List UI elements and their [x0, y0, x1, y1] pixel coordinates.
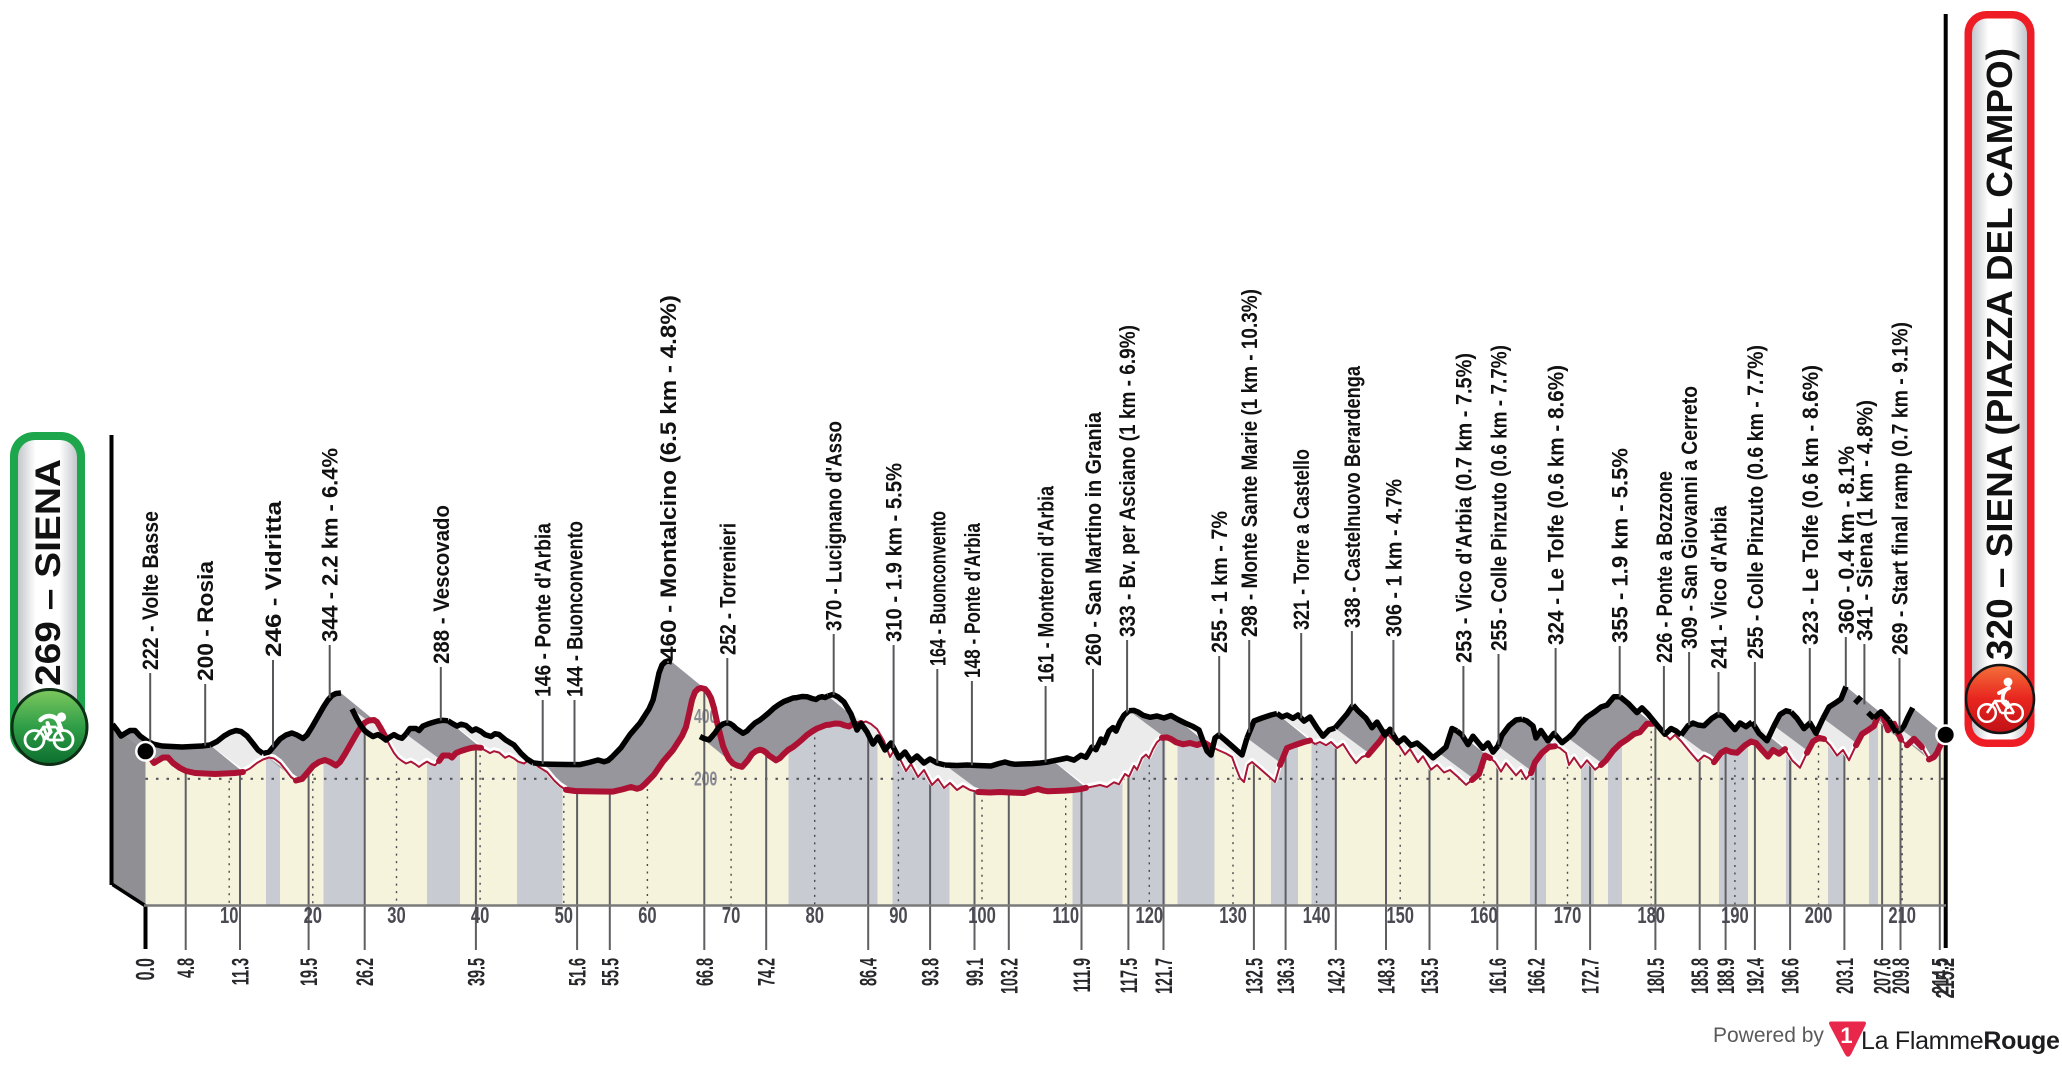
svg-text:144 - Buonconvento: 144 - Buonconvento	[563, 521, 588, 697]
svg-text:338 - Castelnuovo Berardenga: 338 - Castelnuovo Berardenga	[1340, 366, 1365, 628]
svg-text:255 - 1 km - 7%: 255 - 1 km - 7%	[1207, 511, 1232, 653]
svg-text:203.1: 203.1	[1832, 958, 1859, 994]
svg-text:132.5: 132.5	[1242, 958, 1269, 994]
svg-text:344 - 2.2 km - 6.4%: 344 - 2.2 km - 6.4%	[318, 448, 343, 642]
svg-text:323 - Le Tolfe (0.6 km - 8.6%): 323 - Le Tolfe (0.6 km - 8.6%)	[1798, 365, 1823, 645]
svg-text:460 - Montalcino (6.5 km - 4.8: 460 - Montalcino (6.5 km - 4.8%)	[656, 295, 681, 660]
svg-text:0.0: 0.0	[130, 958, 160, 980]
svg-text:93.8: 93.8	[918, 958, 945, 986]
svg-text:309 - San Giovanni a Cerreto: 309 - San Giovanni a Cerreto	[1677, 386, 1702, 649]
svg-text:320 – SIENA (PIAZZA DEL CAMPO): 320 – SIENA (PIAZZA DEL CAMPO)	[1979, 48, 2020, 660]
svg-text:306 - 1 km - 4.7%: 306 - 1 km - 4.7%	[1381, 479, 1406, 637]
svg-text:370 - Lucignano d'Asso: 370 - Lucignano d'Asso	[822, 421, 847, 631]
svg-text:Powered by: Powered by	[1713, 1024, 1824, 1047]
svg-text:74.2: 74.2	[754, 958, 781, 986]
svg-text:40: 40	[471, 903, 489, 928]
svg-text:161 - Monteroni d'Arbia: 161 - Monteroni d'Arbia	[1034, 486, 1059, 683]
svg-text:161.6: 161.6	[1485, 958, 1512, 994]
svg-text:90: 90	[889, 903, 907, 928]
svg-text:120: 120	[1135, 903, 1163, 928]
svg-text:140: 140	[1303, 903, 1331, 928]
svg-text:246 - Vidritta: 246 - Vidritta	[261, 500, 286, 657]
svg-text:117.5: 117.5	[1116, 958, 1143, 993]
svg-text:260 - San Martino in Grania: 260 - San Martino in Grania	[1081, 412, 1106, 666]
svg-text:1: 1	[1840, 1023, 1852, 1048]
svg-text:148 - Ponte d'Arbia: 148 - Ponte d'Arbia	[960, 523, 985, 678]
svg-text:66.8: 66.8	[692, 958, 719, 986]
svg-text:153.5: 153.5	[1417, 958, 1444, 994]
svg-text:121.7: 121.7	[1151, 958, 1178, 994]
svg-text:324 - Le Tolfe (0.6 km - 8.6%): 324 - Le Tolfe (0.6 km - 8.6%)	[1544, 365, 1569, 645]
svg-text:188.9: 188.9	[1713, 958, 1740, 994]
svg-text:80: 80	[805, 903, 823, 928]
svg-text:55.5: 55.5	[598, 958, 625, 986]
svg-text:222 - Volte Basse: 222 - Volte Basse	[138, 511, 163, 670]
svg-text:207.6: 207.6	[1870, 958, 1897, 994]
svg-text:19.5: 19.5	[296, 958, 323, 986]
svg-text:20: 20	[304, 903, 322, 928]
svg-text:190: 190	[1721, 903, 1749, 928]
svg-text:166.2: 166.2	[1524, 958, 1551, 994]
svg-text:269 - Start final ramp (0.7 km: 269 - Start final ramp (0.7 km - 9.1%)	[1888, 322, 1913, 655]
svg-text:215.2: 215.2	[1930, 958, 1960, 998]
svg-text:50: 50	[555, 903, 573, 928]
svg-text:226 - Ponte a Bozzone: 226 - Ponte a Bozzone	[1652, 471, 1677, 663]
svg-text:252 - Torrenieri: 252 - Torrenieri	[715, 523, 740, 655]
svg-text:192.4: 192.4	[1743, 958, 1770, 994]
svg-text:146 - Ponte d'Arbia: 146 - Ponte d'Arbia	[531, 523, 556, 697]
svg-text:39.5: 39.5	[464, 958, 491, 986]
svg-text:26.2: 26.2	[353, 958, 380, 986]
svg-text:310 - 1.9 km - 5.5%: 310 - 1.9 km - 5.5%	[882, 463, 907, 642]
svg-text:209.8: 209.8	[1888, 958, 1915, 994]
svg-text:148.3: 148.3	[1374, 958, 1401, 994]
svg-text:253 - Vico d'Arbia (0.7 km - 7: 253 - Vico d'Arbia (0.7 km - 7.5%)	[1451, 353, 1476, 663]
svg-text:51.6: 51.6	[565, 958, 592, 986]
svg-text:200 - Rosia: 200 - Rosia	[193, 561, 218, 681]
svg-text:11.3: 11.3	[228, 958, 255, 985]
svg-text:111.9: 111.9	[1069, 958, 1096, 992]
svg-text:99.1: 99.1	[962, 958, 989, 986]
svg-text:10: 10	[220, 903, 238, 928]
svg-text:196.6: 196.6	[1778, 958, 1805, 994]
svg-text:La FlammeRouge: La FlammeRouge	[1861, 1027, 2060, 1055]
svg-text:360 - 0.4 km - 8.1%: 360 - 0.4 km - 8.1%	[1834, 446, 1859, 634]
svg-text:269 – SIENA: 269 – SIENA	[29, 459, 68, 686]
svg-text:200: 200	[1805, 903, 1833, 928]
svg-text:214.5: 214.5	[1928, 958, 1955, 994]
svg-text:255 - Colle Pinzuto (0.6 km -: 255 - Colle Pinzuto (0.6 km - 7.7%)	[1743, 345, 1768, 659]
svg-text:4.8: 4.8	[174, 958, 201, 978]
svg-text:60: 60	[638, 903, 656, 928]
svg-text:341 - Siena (1 km - 4.8%): 341 - Siena (1 km - 4.8%)	[1852, 400, 1877, 641]
svg-text:241 - Vico d'Arbia: 241 - Vico d'Arbia	[1707, 506, 1732, 669]
svg-text:333 - Bv. per Asciano (1 km -: 333 - Bv. per Asciano (1 km - 6.9%)	[1115, 325, 1140, 637]
svg-text:164 - Buonconvento: 164 - Buonconvento	[925, 511, 950, 666]
svg-text:160: 160	[1470, 903, 1498, 928]
svg-text:136.3: 136.3	[1273, 958, 1300, 994]
svg-text:355 - 1.9 km - 5.5%: 355 - 1.9 km - 5.5%	[1608, 448, 1633, 643]
svg-text:142.3: 142.3	[1324, 958, 1351, 994]
svg-text:321 - Torre a Castello: 321 - Torre a Castello	[1289, 449, 1314, 630]
svg-text:130: 130	[1219, 903, 1247, 928]
svg-text:150: 150	[1386, 903, 1414, 928]
svg-text:298 - Monte Sante Marie (1 km: 298 - Monte Sante Marie (1 km - 10.3%)	[1237, 289, 1262, 637]
svg-text:86.4: 86.4	[856, 958, 883, 986]
svg-text:70: 70	[722, 903, 740, 928]
svg-text:180.5: 180.5	[1643, 958, 1670, 994]
svg-text:110: 110	[1052, 903, 1079, 928]
svg-text:210: 210	[1888, 903, 1916, 928]
svg-text:200: 200	[694, 767, 717, 790]
svg-text:185.8: 185.8	[1688, 958, 1715, 994]
svg-text:288 - Vescovado: 288 - Vescovado	[429, 505, 454, 664]
svg-text:255 - Colle Pinzuto (0.6 km -: 255 - Colle Pinzuto (0.6 km - 7.7%)	[1487, 345, 1512, 651]
svg-text:180: 180	[1637, 903, 1665, 928]
svg-text:170: 170	[1554, 903, 1582, 928]
svg-text:103.2: 103.2	[997, 958, 1024, 994]
svg-text:172.7: 172.7	[1578, 958, 1605, 994]
svg-text:30: 30	[387, 903, 405, 928]
svg-text:100: 100	[968, 903, 996, 928]
